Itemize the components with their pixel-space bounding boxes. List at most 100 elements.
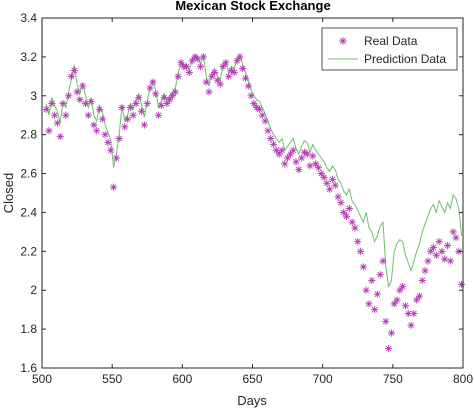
real-data-point <box>126 103 135 112</box>
real-data-point <box>241 74 250 82</box>
real-data-point <box>118 103 126 112</box>
real-data-point <box>76 96 84 104</box>
real-data-point <box>452 234 460 242</box>
real-data-point <box>376 271 384 279</box>
x-tick-label: 650 <box>242 372 262 386</box>
x-tick-label: 800 <box>453 372 473 386</box>
real-data-point <box>427 247 435 255</box>
real-data-point <box>177 59 185 67</box>
y-tick-label: 3 <box>30 89 37 103</box>
real-data-point <box>135 94 143 102</box>
real-data-point <box>393 296 401 304</box>
real-data-point <box>418 276 426 285</box>
real-data-point <box>334 193 342 201</box>
real-data-point <box>225 72 233 80</box>
real-data-point <box>457 280 466 288</box>
real-data-point <box>79 82 87 90</box>
real-data-point <box>337 199 345 207</box>
real-data-point <box>351 224 359 232</box>
real-data-point <box>278 146 286 154</box>
real-data-point <box>413 296 421 304</box>
real-data-point <box>154 111 163 119</box>
real-data-point <box>424 257 432 265</box>
chart-title: Mexican Stock Exchange <box>175 0 330 13</box>
real-data-point <box>138 107 146 115</box>
real-data-point <box>93 127 101 135</box>
real-data-point <box>281 160 289 168</box>
legend-real-marker <box>339 37 347 45</box>
real-data-point <box>59 99 67 108</box>
real-data-point <box>373 290 381 298</box>
real-data-point <box>295 166 303 174</box>
real-data-point <box>379 257 387 265</box>
real-data-point <box>216 80 224 88</box>
real-data-point <box>233 57 241 65</box>
real-data-point <box>95 105 104 113</box>
real-data-point <box>303 150 311 158</box>
real-data-point <box>222 59 230 67</box>
legend-asterisk <box>339 37 347 45</box>
y-tick-label: 2.4 <box>20 205 37 219</box>
real-data-point <box>275 150 283 158</box>
real-data-point <box>255 105 264 113</box>
legend-real-label: Real Data <box>364 34 418 48</box>
real-data-point <box>415 292 424 300</box>
real-data-point <box>250 99 258 108</box>
real-data-point <box>362 286 370 294</box>
real-data-point <box>432 251 440 259</box>
real-data-point <box>410 309 418 318</box>
y-axis: 1.6 1.8 2 2.2 2.4 2.6 2.8 3 3.2 3.4 <box>20 11 463 375</box>
real-data-point <box>292 158 300 166</box>
real-data-point <box>196 63 205 71</box>
real-data-point <box>443 241 452 250</box>
y-tick-label: 3.2 <box>20 50 37 64</box>
real-data-point <box>149 78 157 86</box>
real-data-point <box>385 344 393 353</box>
real-data-point <box>185 68 193 77</box>
real-data-point <box>129 111 137 119</box>
real-data-point <box>171 88 179 96</box>
real-data-point <box>396 286 404 294</box>
legend-prediction-label: Prediction Data <box>364 52 446 66</box>
real-data-point <box>115 134 123 143</box>
real-data-point <box>48 99 56 108</box>
real-data-point <box>157 101 165 110</box>
real-data-point <box>42 105 50 113</box>
real-data-point <box>286 150 294 158</box>
real-data-point <box>163 99 171 108</box>
real-data-point <box>356 247 365 255</box>
real-data-point <box>390 300 398 308</box>
real-data-point <box>382 317 390 325</box>
real-data-point <box>104 138 112 147</box>
x-tick-label: 600 <box>172 372 192 386</box>
real-data-point <box>109 183 118 191</box>
real-data-point <box>70 66 78 75</box>
real-data-point <box>331 181 339 189</box>
real-data-point <box>81 99 90 108</box>
real-data-point <box>455 247 463 255</box>
y-axis-title: Closed <box>1 173 16 213</box>
real-data-point <box>182 63 191 71</box>
real-data-point <box>387 329 396 337</box>
real-data-point <box>84 111 92 119</box>
real-data-point <box>194 55 202 63</box>
real-data-point <box>51 111 59 119</box>
real-data-point <box>309 152 317 160</box>
real-data-point <box>56 133 64 141</box>
real-data-point <box>132 99 140 108</box>
y-tick-label: 2 <box>30 283 37 297</box>
real-data-point <box>124 115 132 123</box>
real-data-point <box>368 276 376 285</box>
real-data-point <box>211 68 219 77</box>
real-data-point <box>213 76 222 84</box>
real-data-point <box>236 53 244 61</box>
real-data-point <box>348 218 356 226</box>
plot-area <box>42 18 463 368</box>
real-data-point <box>399 282 407 290</box>
real-data-point <box>267 134 275 143</box>
real-data-point <box>312 160 320 168</box>
real-data-point <box>112 154 120 162</box>
x-tick-label: 550 <box>102 372 122 386</box>
y-tick-label: 2.6 <box>20 167 37 181</box>
real-data-point <box>435 238 443 246</box>
